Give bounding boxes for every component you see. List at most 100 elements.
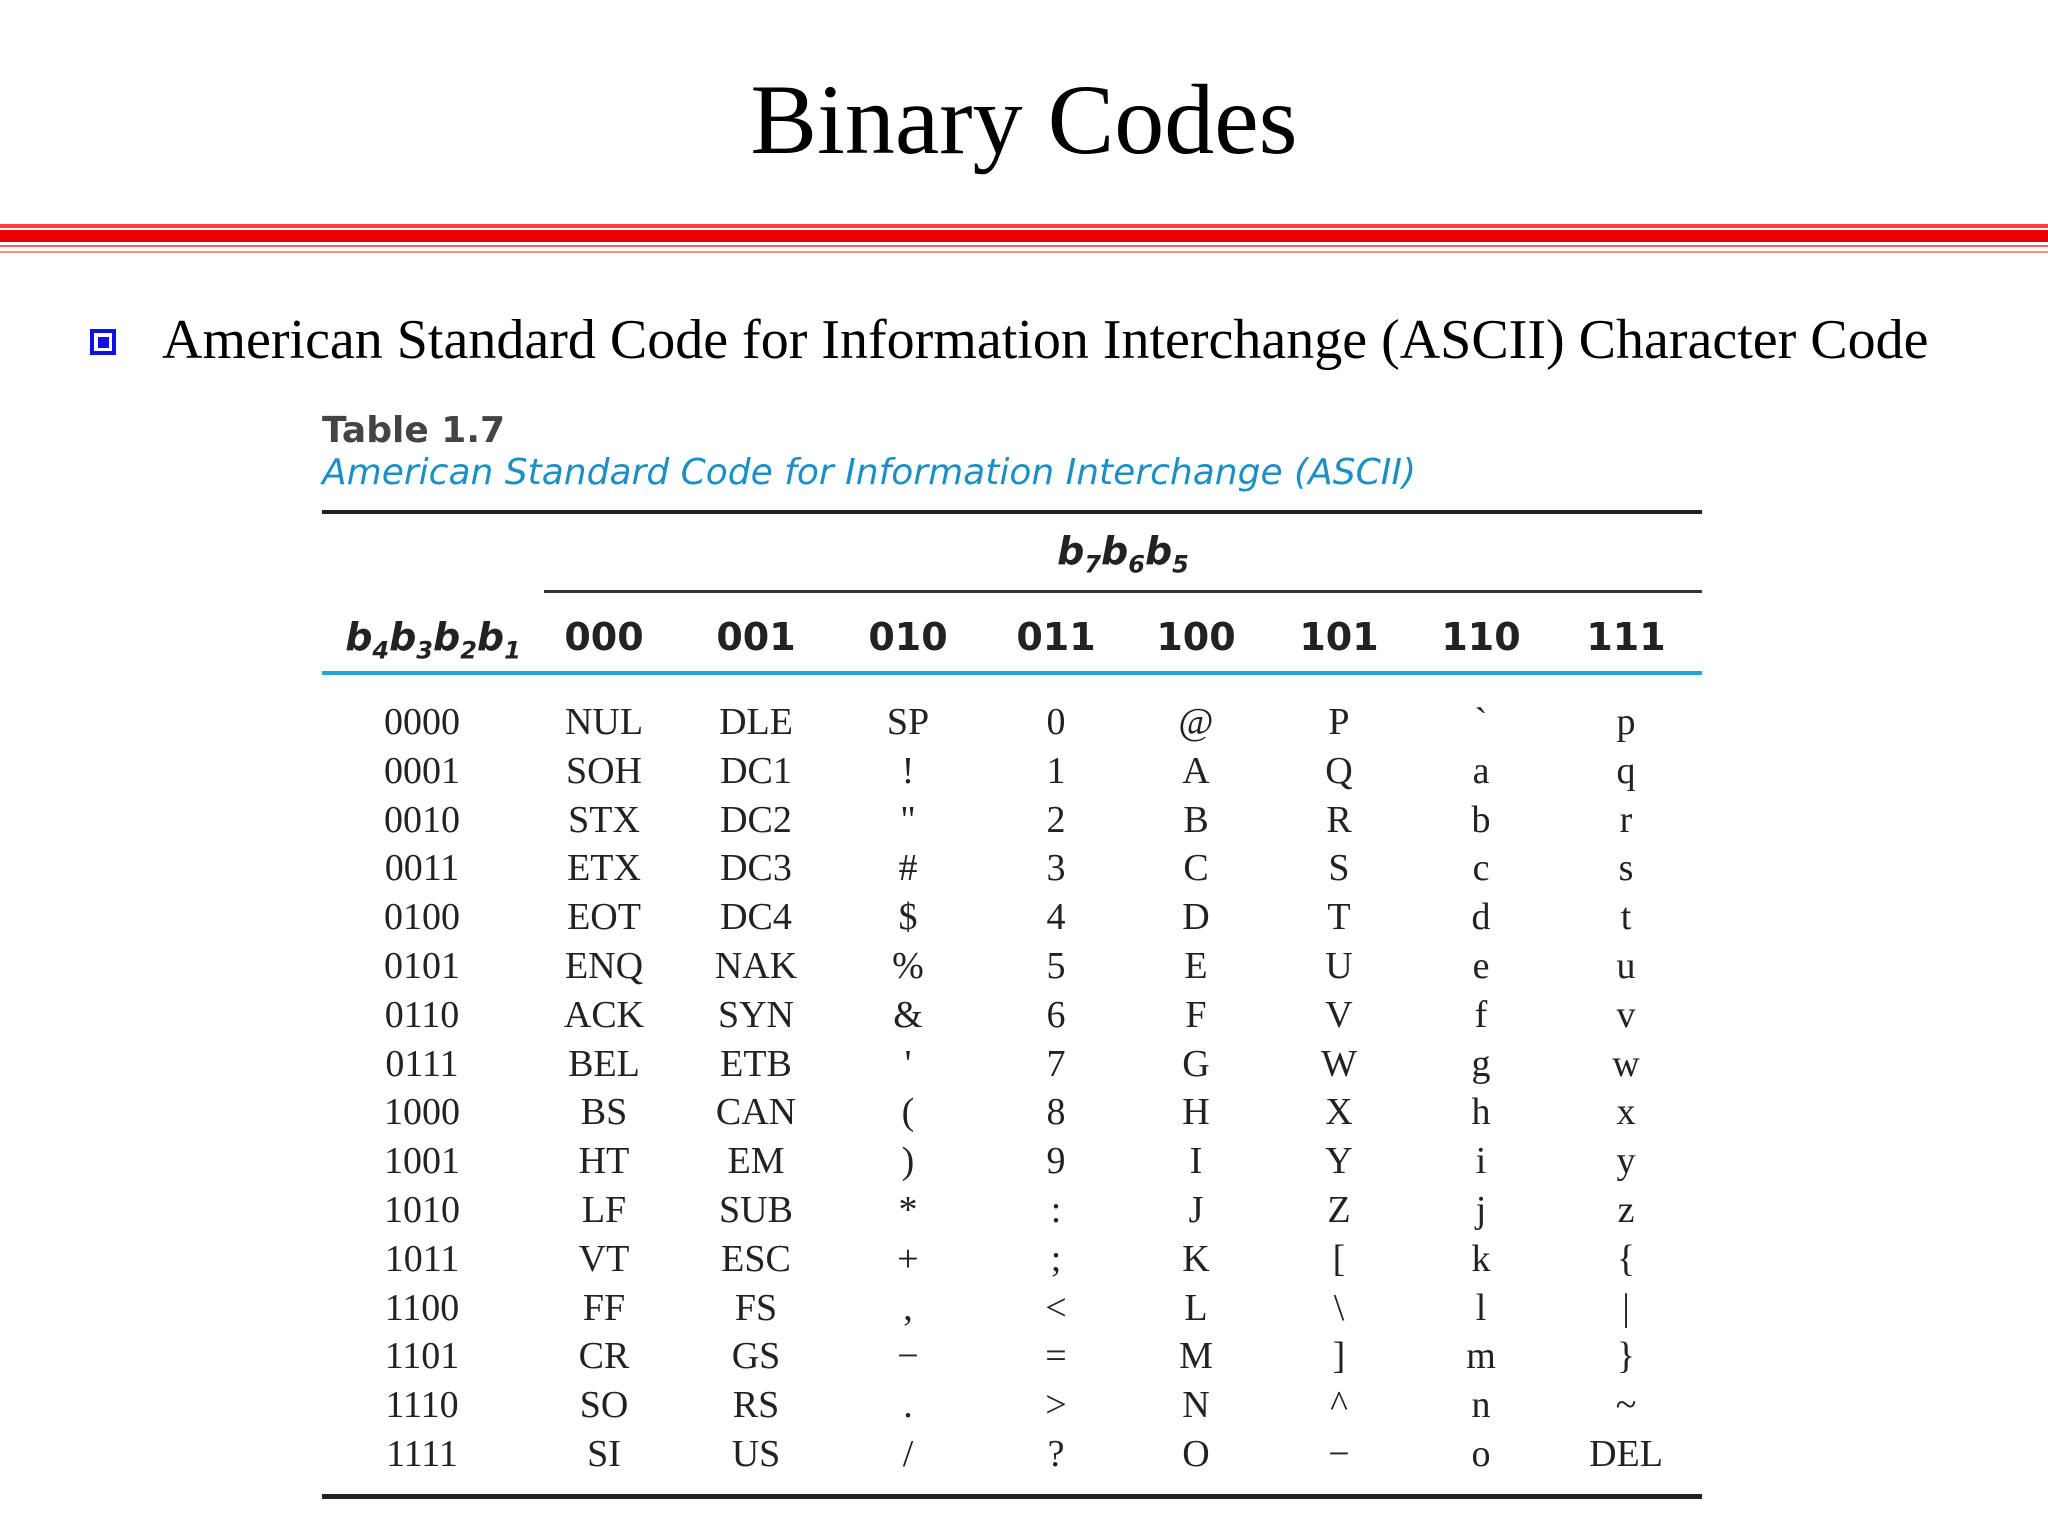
table-cell: u — [1616, 944, 1636, 987]
table-cell: X — [1325, 1091, 1353, 1134]
row-code-cell: 1100 — [384, 1286, 460, 1329]
table-cell: DC1 — [720, 749, 792, 792]
slide-title: Binary Codes — [750, 64, 1298, 175]
group-header-sub: 5 — [1172, 550, 1189, 579]
table-cell: CR — [578, 1335, 630, 1378]
table-cell: B — [1183, 798, 1209, 841]
table-row: 1100 FF FS, < L \ l | — [322, 1284, 1702, 1333]
table-cell: 0 — [1046, 701, 1066, 743]
table-cell: 1 — [1046, 749, 1066, 792]
table-cell: SOH — [565, 749, 643, 792]
row-header-sub: 4 — [372, 636, 390, 665]
table-cell: 3 — [1046, 847, 1066, 890]
row-code-cell: 0100 — [384, 896, 460, 939]
table-cell: ; — [1050, 1237, 1062, 1280]
row-code-cell: 1000 — [384, 1091, 460, 1134]
table-cell: DC4 — [720, 896, 792, 939]
table-row: 1011 VT ESC +; K [k { — [322, 1235, 1702, 1284]
table-cell: R — [1326, 798, 1352, 841]
row-code-cell: 0111 — [385, 1042, 459, 1085]
table-cell: EM — [727, 1140, 785, 1183]
table-cell: t — [1620, 896, 1632, 939]
title-divider-band — [0, 230, 2048, 242]
column-header: 100 — [1156, 615, 1236, 659]
table-cell: 8 — [1046, 1091, 1066, 1134]
table-cell: FS — [734, 1286, 778, 1329]
table-cell: NAK — [714, 944, 798, 987]
table-cell: ) — [901, 1140, 915, 1183]
table-cell: V — [1325, 993, 1353, 1036]
table-cell: DC2 — [720, 798, 792, 841]
column-header: 011 — [1016, 615, 1096, 659]
table-cell: FF — [582, 1286, 626, 1329]
table-cell: BS — [580, 1091, 628, 1134]
group-header-base: b — [1057, 529, 1085, 573]
table-cell: @ — [1178, 701, 1214, 743]
table-cell: BEL — [568, 1042, 640, 1085]
table-cell: T — [1327, 896, 1351, 939]
table-cell: A — [1182, 749, 1210, 792]
row-header-base: b — [389, 615, 417, 659]
table-cell: 7 — [1046, 1042, 1066, 1085]
table-cell: & — [893, 993, 923, 1036]
table-cell: h — [1471, 1091, 1491, 1134]
table-cell: DEL — [1589, 1432, 1663, 1475]
row-code-cell: 1110 — [385, 1384, 459, 1427]
column-header: 111 — [1586, 615, 1666, 659]
table-cell: n — [1471, 1384, 1491, 1427]
table-cell: ' — [904, 1042, 912, 1085]
table-cell: NUL — [564, 701, 644, 743]
column-header: 101 — [1299, 615, 1379, 659]
bullet-text: American Standard Code for Information I… — [162, 309, 1929, 371]
table-row: 1111 SI US /? O − o DEL — [322, 1430, 1702, 1479]
column-header: 010 — [868, 615, 948, 659]
square-bullet-icon — [90, 329, 116, 355]
table-cell: \ — [1333, 1286, 1345, 1329]
table-cell: ( — [901, 1091, 915, 1134]
table-cell: CAN — [715, 1091, 797, 1134]
row-code-cell: 1001 — [384, 1140, 460, 1183]
table-cell: K — [1182, 1237, 1210, 1280]
table-cell: ! — [901, 749, 915, 792]
table-cell: [ — [1332, 1237, 1346, 1280]
table-cell: LF — [581, 1188, 627, 1231]
table-cell: 9 — [1046, 1140, 1066, 1183]
table-cell: p — [1616, 701, 1636, 743]
title-divider-thin-line — [0, 245, 2048, 247]
table-cell: SYN — [717, 993, 795, 1036]
column-header: 110 — [1441, 615, 1521, 659]
table-cell: c — [1472, 847, 1490, 890]
table-cell: SO — [579, 1384, 629, 1427]
table-cell: DLE — [719, 701, 793, 743]
table-cell: ESC — [721, 1237, 791, 1280]
table-number: Table 1.7 — [322, 410, 506, 451]
table-cell: z — [1617, 1188, 1635, 1231]
table-cell: . — [903, 1384, 913, 1427]
table-cell: P — [1328, 701, 1350, 743]
row-code-cell: 1010 — [384, 1188, 460, 1231]
table-cell: b — [1471, 798, 1491, 841]
row-code-cell: 0101 — [384, 944, 460, 987]
table-cell: o — [1471, 1432, 1491, 1475]
table-cell: ` — [1474, 701, 1488, 743]
table-cell: y — [1616, 1140, 1636, 1183]
row-header-base: b — [345, 615, 373, 659]
table-cell: L — [1184, 1286, 1208, 1329]
table-cell: i — [1475, 1140, 1487, 1183]
table-cell: a — [1472, 749, 1490, 792]
table-cell: " — [900, 798, 916, 841]
table-cell: ] — [1332, 1335, 1346, 1378]
table-bottom-rule — [322, 1494, 1702, 1499]
group-header-rule — [544, 590, 1702, 593]
group-header-sub: 7 — [1084, 550, 1102, 579]
table-cell: EOT — [567, 896, 641, 939]
table-cell: v — [1616, 993, 1636, 1036]
table-cell: * — [898, 1188, 918, 1231]
table-cell: e — [1472, 944, 1490, 987]
column-header: 000 — [564, 615, 644, 659]
table-cell: d — [1471, 896, 1491, 939]
